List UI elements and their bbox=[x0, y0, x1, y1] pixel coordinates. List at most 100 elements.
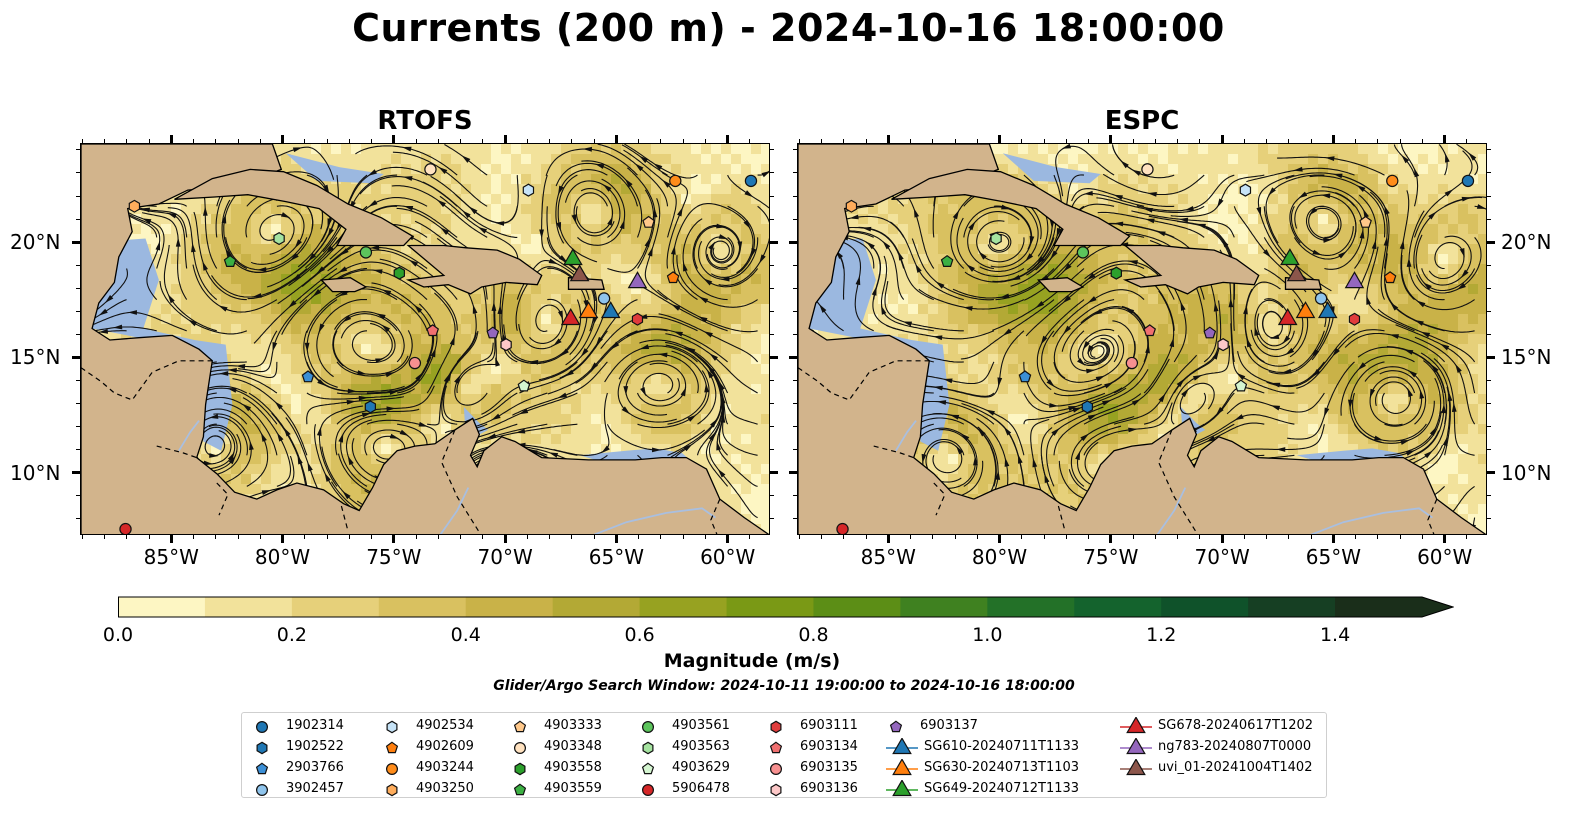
platform-marker-2903766[interactable] bbox=[1018, 370, 1032, 383]
platform-marker-6903134[interactable] bbox=[426, 324, 440, 337]
map-panel-rtofs[interactable] bbox=[80, 143, 770, 535]
platform-marker-6903137[interactable] bbox=[1203, 326, 1217, 339]
platform-marker-ng783-20240807t0000[interactable] bbox=[1344, 271, 1365, 289]
platform-marker-sg678-20240617t1202[interactable] bbox=[1277, 307, 1298, 326]
platform-marker-5906478[interactable] bbox=[836, 522, 849, 534]
lon-major-tick bbox=[1109, 135, 1113, 143]
lat-minor-tick bbox=[770, 403, 774, 405]
platform-marker-6903135[interactable] bbox=[1125, 356, 1139, 370]
platform-marker-sg678-20240617t1202[interactable] bbox=[560, 307, 581, 326]
platform-marker-4903559[interactable] bbox=[223, 254, 237, 268]
legend-label: 6903137 bbox=[920, 718, 978, 733]
platform-marker-4903563[interactable] bbox=[990, 232, 1002, 246]
platform-marker-1902522[interactable] bbox=[1081, 400, 1093, 414]
legend-marker[interactable] bbox=[770, 720, 782, 734]
colorbar-segment bbox=[1074, 597, 1162, 617]
lon-minor-tick bbox=[1199, 139, 1201, 143]
map-panel-espc[interactable] bbox=[797, 143, 1487, 535]
platform-marker-4903250[interactable] bbox=[128, 199, 141, 213]
platform-marker-4903244[interactable] bbox=[1386, 174, 1399, 188]
platform-marker-4903629[interactable] bbox=[1234, 379, 1248, 392]
lon-minor-tick bbox=[954, 535, 956, 539]
platform-marker-sg610-20240711t1133[interactable] bbox=[600, 301, 621, 319]
legend-marker[interactable] bbox=[641, 762, 655, 775]
platform-marker-4902534[interactable] bbox=[522, 183, 535, 197]
platform-marker-3902457[interactable] bbox=[1314, 292, 1328, 305]
platform-marker-4903559[interactable] bbox=[940, 254, 954, 268]
platform-marker-sg649-20240712t1133[interactable] bbox=[1280, 248, 1300, 266]
platform-marker-ng783-20240807t0000[interactable] bbox=[627, 271, 648, 289]
legend-marker[interactable] bbox=[1126, 717, 1146, 734]
lat-minor-tick bbox=[793, 287, 797, 289]
legend-marker[interactable] bbox=[892, 759, 912, 776]
legend-marker-circle-icon bbox=[385, 762, 399, 776]
lat-major-tick bbox=[770, 355, 778, 359]
platform-marker-uvi_01-20241004t1402[interactable] bbox=[1286, 264, 1307, 282]
platform-marker-sg649-20240712t1133[interactable] bbox=[563, 248, 583, 266]
platform-marker-4903244[interactable] bbox=[669, 174, 682, 188]
legend-marker[interactable] bbox=[1126, 759, 1146, 776]
legend-marker[interactable] bbox=[386, 720, 398, 734]
platform-marker-6903136[interactable] bbox=[500, 338, 512, 352]
lon-minor-tick bbox=[1177, 535, 1179, 539]
legend-marker[interactable] bbox=[385, 741, 399, 754]
legend-marker[interactable] bbox=[255, 762, 269, 775]
lat-tick-label: 10°N bbox=[10, 460, 61, 485]
legend-marker[interactable] bbox=[386, 783, 398, 797]
platform-marker-4903348[interactable] bbox=[424, 163, 437, 176]
legend-marker[interactable] bbox=[385, 762, 399, 776]
lat-minor-tick bbox=[793, 310, 797, 312]
legend-marker[interactable] bbox=[255, 783, 269, 797]
legend-marker[interactable] bbox=[641, 783, 655, 797]
platform-marker-6903135[interactable] bbox=[408, 356, 422, 370]
platform-marker-4903558[interactable] bbox=[1110, 266, 1122, 280]
platform-marker-2903766[interactable] bbox=[301, 370, 315, 383]
platform-marker-sg610-20240711t1133[interactable] bbox=[1317, 301, 1338, 319]
platform-marker-4902609[interactable] bbox=[666, 271, 680, 284]
platform-marker-4903561[interactable] bbox=[359, 246, 373, 259]
legend-marker[interactable] bbox=[513, 783, 527, 796]
platform-marker-4903348[interactable] bbox=[1141, 163, 1154, 176]
legend-marker[interactable] bbox=[770, 783, 782, 797]
legend-marker[interactable] bbox=[514, 762, 526, 776]
platform-marker-uvi_01-20241004t1402[interactable] bbox=[569, 264, 590, 282]
legend-marker[interactable] bbox=[769, 762, 783, 776]
platform-marker-4903250[interactable] bbox=[845, 199, 858, 213]
legend-marker[interactable] bbox=[892, 738, 912, 755]
lon-major-tick bbox=[614, 135, 618, 143]
platform-marker-4903563[interactable] bbox=[273, 232, 285, 246]
platform-marker-6903136[interactable] bbox=[1217, 338, 1229, 352]
lat-minor-tick bbox=[1487, 172, 1491, 174]
legend-marker[interactable] bbox=[513, 720, 527, 733]
platform-marker-3902457[interactable] bbox=[597, 292, 611, 305]
legend-marker[interactable] bbox=[889, 720, 903, 733]
platform-marker-4903558[interactable] bbox=[393, 266, 405, 280]
platform-marker-5906478[interactable] bbox=[119, 522, 132, 534]
legend-marker[interactable] bbox=[255, 720, 269, 734]
platform-marker-sg630-20240713t1103[interactable] bbox=[578, 301, 599, 319]
platform-marker-4903629[interactable] bbox=[517, 379, 531, 392]
lon-minor-tick bbox=[954, 139, 956, 143]
platform-marker-4902609[interactable] bbox=[1383, 271, 1397, 284]
platform-marker-1902522[interactable] bbox=[364, 400, 376, 414]
platform-marker-6903134[interactable] bbox=[1143, 324, 1157, 337]
legend-marker[interactable] bbox=[256, 741, 268, 755]
platform-marker-6903137[interactable] bbox=[486, 326, 500, 339]
lon-major-tick bbox=[281, 135, 285, 143]
lon-minor-tick bbox=[1377, 535, 1379, 539]
platform-marker-1902314[interactable] bbox=[1461, 174, 1475, 188]
legend-marker[interactable] bbox=[1126, 738, 1146, 755]
platform-marker-6903111[interactable] bbox=[1348, 312, 1361, 326]
platform-marker-6903111[interactable] bbox=[631, 312, 644, 326]
platform-marker-4903561[interactable] bbox=[1076, 246, 1090, 259]
platform-marker-4903333[interactable] bbox=[642, 215, 655, 228]
platform-marker-4902534[interactable] bbox=[1239, 183, 1252, 197]
legend-marker[interactable] bbox=[892, 780, 912, 797]
legend-marker[interactable] bbox=[769, 741, 783, 754]
legend-marker[interactable] bbox=[642, 741, 654, 755]
platform-marker-1902314[interactable] bbox=[744, 174, 758, 188]
platform-marker-4903333[interactable] bbox=[1359, 215, 1372, 228]
legend-marker[interactable] bbox=[513, 741, 527, 755]
platform-marker-sg630-20240713t1103[interactable] bbox=[1295, 301, 1316, 319]
legend-marker[interactable] bbox=[641, 720, 655, 734]
